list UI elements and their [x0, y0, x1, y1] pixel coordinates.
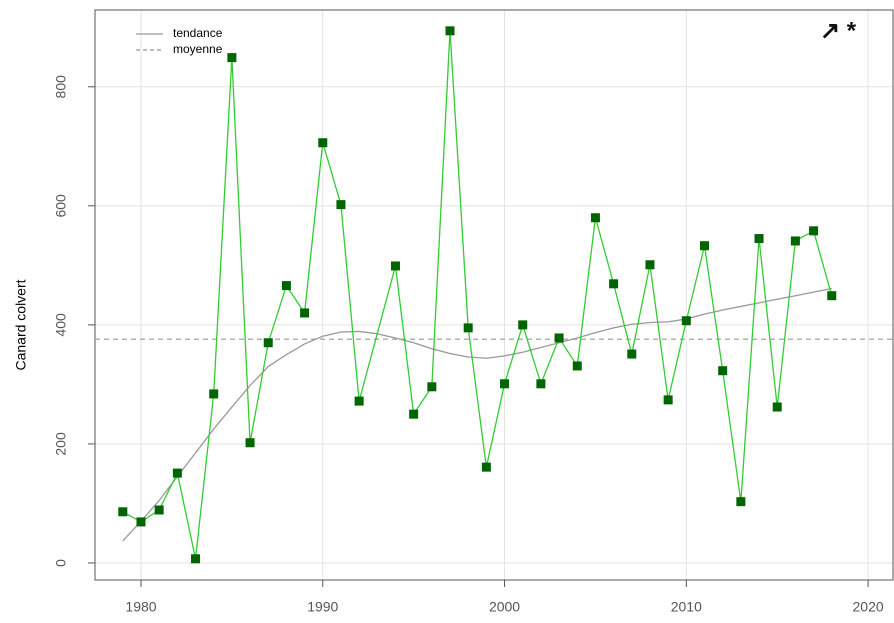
data-point — [481, 462, 491, 472]
x-tick-label: 2020 — [853, 599, 884, 615]
data-point — [463, 323, 473, 333]
legend-label: moyenne — [173, 42, 223, 56]
data-point — [590, 213, 600, 223]
data-point — [609, 279, 619, 289]
data-point — [518, 320, 528, 330]
data-point — [227, 53, 237, 63]
data-point — [300, 308, 310, 318]
data-point — [554, 333, 564, 343]
data-point — [427, 382, 437, 392]
data-point — [354, 396, 364, 406]
data-point — [500, 379, 510, 389]
data-point — [318, 138, 328, 148]
y-tick-label: 600 — [53, 194, 69, 218]
x-tick-label: 2000 — [489, 599, 520, 615]
data-point — [172, 468, 182, 478]
y-tick-label: 400 — [53, 313, 69, 337]
y-axis-label: Canard colvert — [13, 279, 29, 370]
data-point — [790, 236, 800, 246]
data-point — [245, 438, 255, 448]
y-tick-label: 800 — [53, 75, 69, 99]
data-point — [645, 260, 655, 270]
data-point — [281, 281, 291, 291]
data-point — [663, 395, 673, 405]
data-point — [681, 316, 691, 326]
data-point — [809, 226, 819, 236]
data-point — [572, 361, 582, 371]
data-point — [699, 241, 709, 251]
data-point — [718, 366, 728, 376]
y-tick-label: 0 — [53, 559, 69, 567]
trend-line — [122, 287, 832, 542]
plot-border — [94, 9, 894, 581]
data-point — [390, 261, 400, 271]
legend-label: tendance — [173, 26, 223, 40]
data-point — [154, 505, 164, 515]
data-point — [445, 26, 455, 36]
x-tick-label: 2010 — [671, 599, 702, 615]
data-point — [627, 349, 637, 359]
data-point — [191, 554, 201, 564]
x-tick-label: 1980 — [125, 599, 156, 615]
data-point — [209, 389, 219, 399]
data-point — [118, 507, 128, 517]
data-point — [336, 200, 346, 210]
x-tick-label: 1990 — [307, 599, 338, 615]
data-point — [772, 402, 782, 412]
y-tick-label: 200 — [53, 432, 69, 456]
data-point — [536, 379, 546, 389]
data-point — [136, 517, 146, 527]
data-point — [827, 291, 837, 301]
annotation: ↗ * — [820, 17, 857, 44]
data-line — [122, 30, 833, 559]
data-point — [754, 234, 764, 244]
data-point — [409, 409, 419, 419]
data-point — [263, 338, 273, 348]
data-point — [736, 497, 746, 507]
